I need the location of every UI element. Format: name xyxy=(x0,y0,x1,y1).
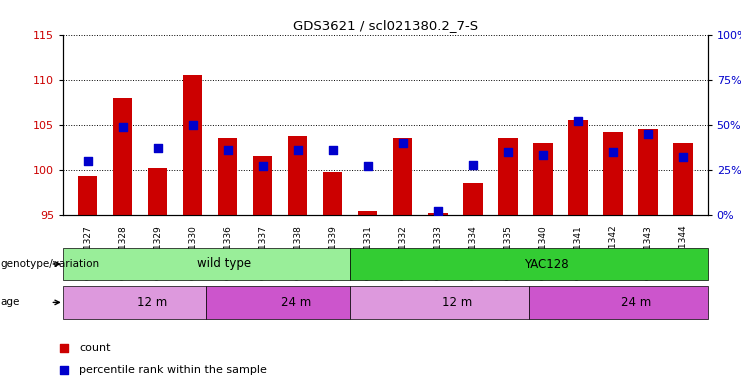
Bar xyxy=(568,120,588,215)
Bar xyxy=(78,176,97,215)
Text: YAC128: YAC128 xyxy=(524,258,569,270)
Bar xyxy=(534,143,553,215)
Text: age: age xyxy=(1,297,20,308)
Text: 12 m: 12 m xyxy=(137,296,167,309)
Text: 24 m: 24 m xyxy=(281,296,311,309)
Point xyxy=(187,122,199,128)
Bar xyxy=(498,138,517,215)
Point xyxy=(467,161,479,167)
Point xyxy=(152,145,164,151)
Bar xyxy=(639,129,658,215)
Point xyxy=(222,147,233,153)
Bar xyxy=(218,138,237,215)
Point xyxy=(327,147,339,153)
Point xyxy=(316,229,328,235)
Text: wild type: wild type xyxy=(197,258,251,270)
Point xyxy=(82,158,93,164)
Bar xyxy=(350,248,708,280)
Point xyxy=(257,163,269,169)
Bar xyxy=(288,136,308,215)
Point xyxy=(607,149,619,155)
Point xyxy=(572,118,584,124)
Bar xyxy=(113,98,132,215)
Bar xyxy=(528,286,708,319)
Point xyxy=(362,163,373,169)
Bar xyxy=(63,286,206,319)
Bar xyxy=(463,184,482,215)
Bar xyxy=(358,210,377,215)
Point xyxy=(677,154,689,161)
Point xyxy=(316,29,328,35)
Bar xyxy=(674,143,693,215)
Bar xyxy=(183,75,202,215)
Point xyxy=(432,209,444,215)
Bar xyxy=(350,286,528,319)
Point xyxy=(642,131,654,137)
Text: 24 m: 24 m xyxy=(621,296,651,309)
Bar xyxy=(323,172,342,215)
Text: count: count xyxy=(79,343,111,353)
Text: percentile rank within the sample: percentile rank within the sample xyxy=(79,365,268,375)
Point xyxy=(116,124,128,130)
Bar xyxy=(253,156,273,215)
Bar xyxy=(603,132,622,215)
Bar xyxy=(393,138,413,215)
Point xyxy=(292,147,304,153)
Text: genotype/variation: genotype/variation xyxy=(1,259,100,269)
Point xyxy=(537,152,549,159)
Point xyxy=(397,140,409,146)
Bar xyxy=(63,248,350,280)
Title: GDS3621 / scl021380.2_7-S: GDS3621 / scl021380.2_7-S xyxy=(293,19,478,32)
Bar xyxy=(428,213,448,215)
Bar xyxy=(206,286,350,319)
Point xyxy=(502,149,514,155)
Bar xyxy=(148,168,167,215)
Text: 12 m: 12 m xyxy=(442,296,472,309)
